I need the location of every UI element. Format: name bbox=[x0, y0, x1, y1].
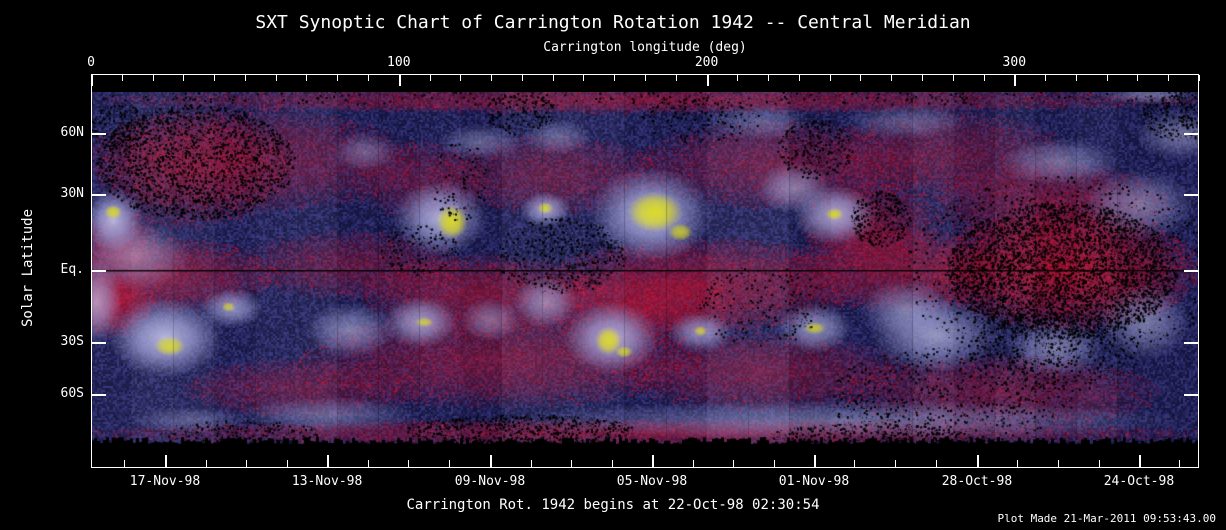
x-axis-minor-tick bbox=[522, 75, 523, 81]
x-axis-minor-tick bbox=[491, 75, 492, 81]
x-axis-major-tick bbox=[707, 75, 709, 86]
x-axis-minor-tick bbox=[614, 75, 615, 81]
x-axis-minor-tick bbox=[984, 75, 985, 81]
time-axis-date-label: 01-Nov-98 bbox=[778, 474, 850, 489]
x-axis-tick-label: 0 bbox=[87, 55, 95, 70]
y-axis-left-tick bbox=[92, 133, 106, 135]
y-axis-tick-label: 30S bbox=[60, 334, 84, 349]
x-axis-minor-tick bbox=[645, 75, 646, 81]
x-axis-minor-tick bbox=[1107, 75, 1108, 81]
x-axis-label: Carrington longitude (deg) bbox=[543, 40, 747, 55]
x-axis-minor-tick bbox=[122, 75, 123, 81]
time-axis-date-label: 24-Oct-98 bbox=[1103, 474, 1175, 489]
time-axis-minor-tick bbox=[1017, 460, 1018, 467]
time-axis-minor-tick bbox=[408, 460, 409, 467]
rotation-start-caption: Carrington Rot. 1942 begins at 22-Oct-98… bbox=[406, 497, 820, 513]
time-axis-minor-tick bbox=[854, 460, 855, 467]
time-axis-date-label: 05-Nov-98 bbox=[616, 474, 688, 489]
time-axis-minor-tick bbox=[246, 460, 247, 467]
y-axis-left-tick bbox=[92, 342, 106, 344]
y-axis-right-tick bbox=[1184, 342, 1198, 344]
x-axis-minor-tick bbox=[799, 75, 800, 81]
time-axis-minor-tick bbox=[368, 460, 369, 467]
time-axis-date-label: 17-Nov-98 bbox=[129, 474, 201, 489]
x-axis-minor-tick bbox=[553, 75, 554, 81]
y-axis-right-tick bbox=[1184, 194, 1198, 196]
x-axis-minor-tick bbox=[276, 75, 277, 81]
time-axis-major-tick bbox=[977, 455, 979, 467]
y-axis-tick-label: 60S bbox=[60, 386, 84, 401]
x-axis-minor-tick bbox=[460, 75, 461, 81]
time-axis-minor-tick bbox=[1099, 460, 1100, 467]
time-axis-minor-tick bbox=[1058, 460, 1059, 467]
y-axis-tick-label: 60N bbox=[60, 125, 84, 140]
time-axis-minor-tick bbox=[774, 460, 775, 467]
y-axis-left-tick bbox=[92, 394, 106, 396]
x-axis-minor-tick bbox=[1076, 75, 1077, 81]
x-axis-minor-tick bbox=[1199, 75, 1200, 81]
time-axis-major-tick bbox=[165, 455, 167, 467]
time-axis-major-tick bbox=[327, 455, 329, 467]
x-axis-minor-tick bbox=[337, 75, 338, 81]
x-axis-minor-tick bbox=[1137, 75, 1138, 81]
x-axis-minor-tick bbox=[183, 75, 184, 81]
x-axis-minor-tick bbox=[922, 75, 923, 81]
x-axis-minor-tick bbox=[153, 75, 154, 81]
time-axis-minor-tick bbox=[124, 460, 125, 467]
x-axis-minor-tick bbox=[430, 75, 431, 81]
time-axis-minor-tick bbox=[1179, 460, 1180, 467]
time-axis-date-label: 28-Oct-98 bbox=[941, 474, 1013, 489]
time-axis-minor-tick bbox=[206, 460, 207, 467]
plot-made-timestamp: Plot Made 21-Mar-2011 09:53:43.00 bbox=[997, 512, 1216, 525]
time-axis-minor-tick bbox=[733, 460, 734, 467]
time-axis-minor-tick bbox=[531, 460, 532, 467]
x-axis-minor-tick bbox=[737, 75, 738, 81]
x-axis-minor-tick bbox=[1168, 75, 1169, 81]
time-axis-minor-tick bbox=[287, 460, 288, 467]
y-axis-right-tick bbox=[1184, 133, 1198, 135]
time-axis-date-label: 13-Nov-98 bbox=[291, 474, 363, 489]
time-axis-major-tick bbox=[490, 455, 492, 467]
chart-title: SXT Synoptic Chart of Carrington Rotatio… bbox=[255, 12, 971, 33]
x-axis-minor-tick bbox=[245, 75, 246, 81]
y-axis-right-tick bbox=[1184, 270, 1198, 272]
plot-frame bbox=[91, 74, 1199, 468]
x-axis-minor-tick bbox=[368, 75, 369, 81]
x-axis-major-tick bbox=[1014, 75, 1016, 86]
x-axis-tick-label: 100 bbox=[387, 55, 411, 70]
time-axis-minor-tick bbox=[571, 460, 572, 467]
x-axis-minor-tick bbox=[306, 75, 307, 81]
x-axis-tick-label: 200 bbox=[694, 55, 719, 70]
x-axis-major-tick bbox=[91, 75, 93, 86]
x-axis-minor-tick bbox=[676, 75, 677, 81]
x-axis-minor-tick bbox=[830, 75, 831, 81]
synoptic-heatmap-image bbox=[91, 92, 1199, 445]
x-axis-minor-tick bbox=[768, 75, 769, 81]
time-axis-minor-tick bbox=[612, 460, 613, 467]
time-axis-major-tick bbox=[1139, 455, 1141, 467]
time-axis-minor-tick bbox=[895, 460, 896, 467]
x-axis-tick-label: 300 bbox=[1002, 55, 1027, 70]
x-axis-minor-tick bbox=[860, 75, 861, 81]
time-axis-minor-tick bbox=[693, 460, 694, 467]
time-axis-date-label: 09-Nov-98 bbox=[454, 474, 526, 489]
y-axis-left-tick bbox=[92, 194, 106, 196]
y-axis-tick-label: Eq. bbox=[60, 262, 84, 277]
y-axis-tick-label: 30N bbox=[60, 186, 84, 201]
x-axis-minor-tick bbox=[214, 75, 215, 81]
x-axis-minor-tick bbox=[583, 75, 584, 81]
x-axis-major-tick bbox=[399, 75, 401, 86]
y-axis-right-tick bbox=[1184, 394, 1198, 396]
time-axis-major-tick bbox=[652, 455, 654, 467]
time-axis-minor-tick bbox=[936, 460, 937, 467]
time-axis-major-tick bbox=[814, 455, 816, 467]
x-axis-minor-tick bbox=[891, 75, 892, 81]
x-axis-minor-tick bbox=[953, 75, 954, 81]
x-axis-minor-tick bbox=[1045, 75, 1046, 81]
time-axis-minor-tick bbox=[449, 460, 450, 467]
y-axis-left-tick bbox=[92, 270, 106, 272]
